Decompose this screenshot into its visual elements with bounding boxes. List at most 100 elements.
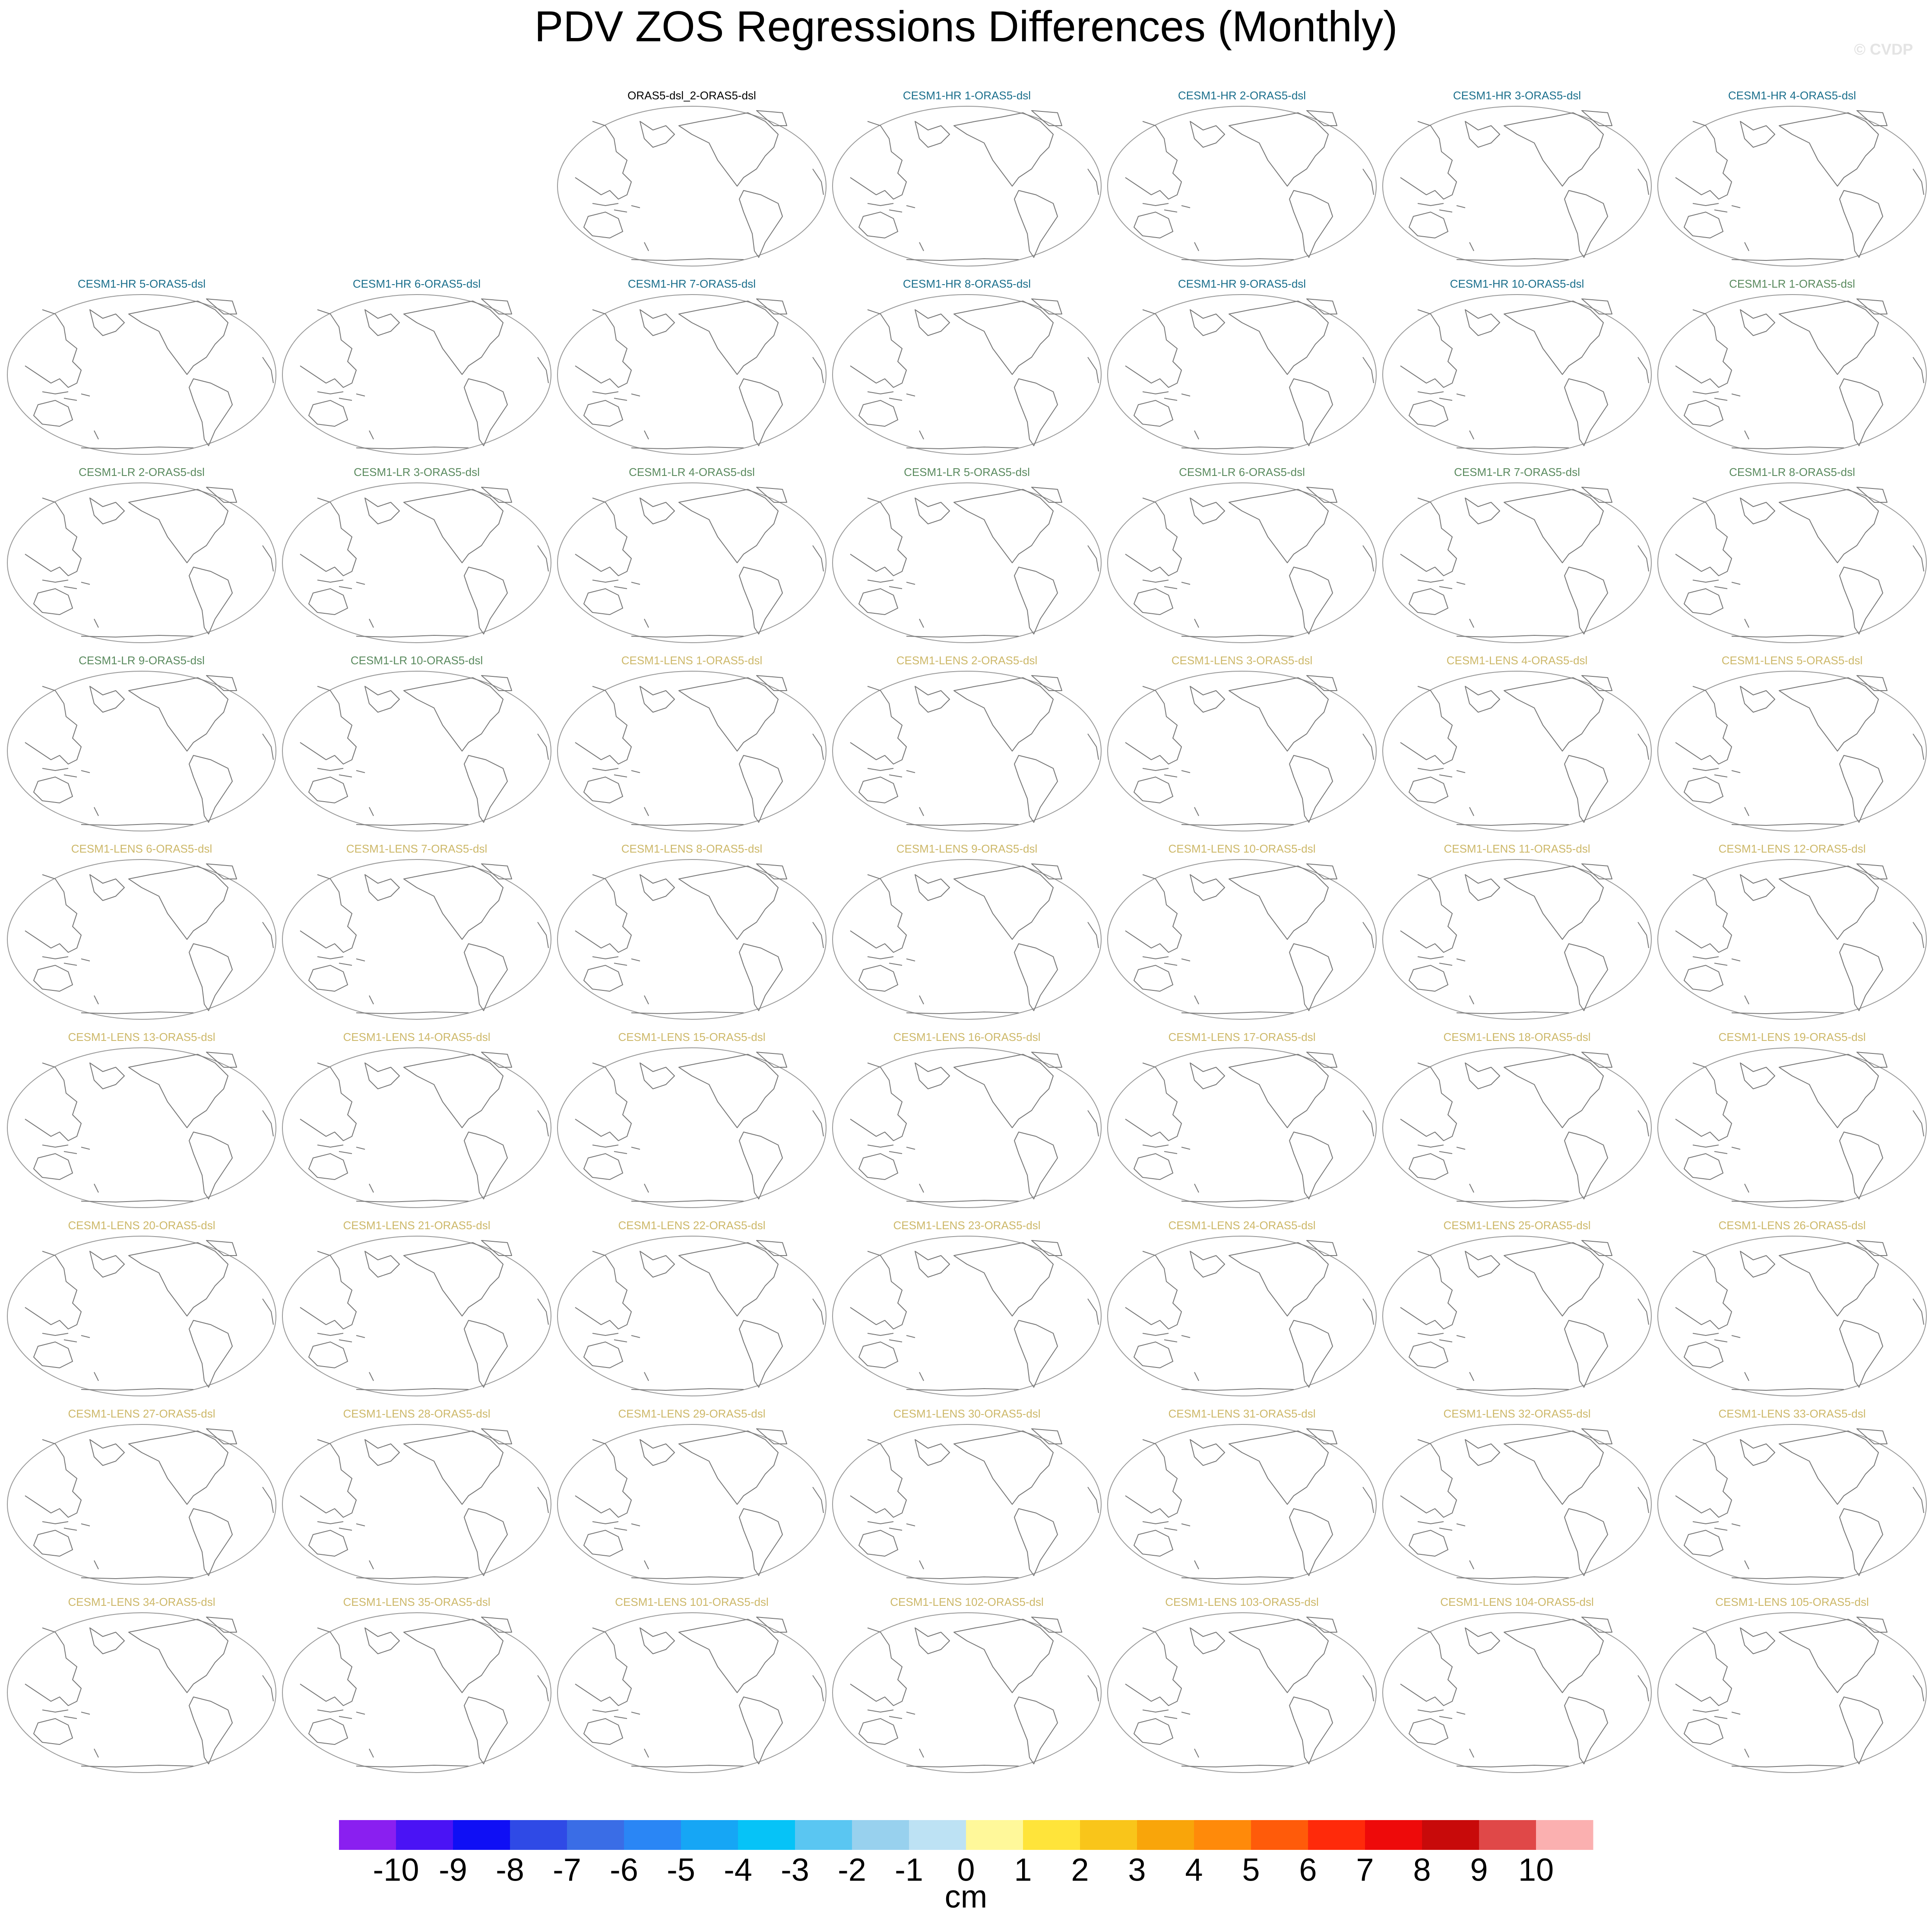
map: [1107, 1236, 1377, 1396]
map-panel: CESM1-HR 3-ORAS5-dsl: [1382, 89, 1652, 266]
map: [832, 1047, 1102, 1208]
map-panel: CESM1-LENS 17-ORAS5-dsl: [1107, 1031, 1377, 1208]
colorbar-tick-label: -10: [373, 1852, 419, 1888]
colorbar-tick-label: -1: [895, 1852, 923, 1888]
colorbar-tick-label: -8: [496, 1852, 524, 1888]
map: [1382, 1612, 1652, 1773]
panel-title: CESM1-LENS 5-ORAS5-dsl: [1722, 654, 1863, 667]
map-panel: CESM1-LR 5-ORAS5-dsl: [832, 466, 1102, 643]
panel-title: CESM1-LENS 12-ORAS5-dsl: [1719, 842, 1866, 855]
panel-title: CESM1-LR 1-ORAS5-dsl: [1729, 277, 1855, 290]
panel-title: CESM1-LENS 27-ORAS5-dsl: [68, 1407, 215, 1420]
map-panel: CESM1-LENS 16-ORAS5-dsl: [832, 1031, 1102, 1208]
map-panel: CESM1-HR 9-ORAS5-dsl: [1107, 277, 1377, 455]
map-panel: CESM1-LENS 32-ORAS5-dsl: [1382, 1407, 1652, 1585]
map-panel: CESM1-LENS 105-ORAS5-dsl: [1657, 1595, 1927, 1773]
panel-title: CESM1-LR 4-ORAS5-dsl: [629, 466, 755, 479]
colorbar-unit: cm: [945, 1879, 988, 1915]
map: [557, 106, 827, 266]
map: [7, 294, 276, 455]
panel-title: CESM1-LENS 102-ORAS5-dsl: [890, 1595, 1043, 1608]
map: [1107, 1047, 1377, 1208]
panel-title: CESM1-LENS 14-ORAS5-dsl: [343, 1031, 491, 1043]
map: [1657, 1236, 1927, 1396]
map: [832, 1424, 1102, 1585]
colorbar-tick-label: 7: [1356, 1852, 1374, 1888]
panel-title: CESM1-LENS 29-ORAS5-dsl: [618, 1407, 766, 1420]
colorbar-tick-label: -4: [724, 1852, 752, 1888]
panel-title: CESM1-LENS 2-ORAS5-dsl: [896, 654, 1038, 667]
map-panel: CESM1-LENS 33-ORAS5-dsl: [1657, 1407, 1927, 1585]
map-panel: CESM1-LENS 11-ORAS5-dsl: [1382, 842, 1652, 1020]
panel-title: CESM1-LENS 4-ORAS5-dsl: [1447, 654, 1588, 667]
map-panel: CESM1-LENS 31-ORAS5-dsl: [1107, 1407, 1377, 1585]
panel-title: CESM1-LENS 7-ORAS5-dsl: [346, 842, 488, 855]
colorbar-tick-label: -9: [439, 1852, 467, 1888]
map-panel: CESM1-LENS 30-ORAS5-dsl: [832, 1407, 1102, 1585]
map: [282, 671, 551, 831]
map: [832, 482, 1102, 643]
panel-title: CESM1-LR 3-ORAS5-dsl: [354, 466, 480, 479]
panel-title: ORAS5-dsl_2-ORAS5-dsl: [627, 89, 756, 102]
colorbar-tick-label: -3: [781, 1852, 809, 1888]
colorbar-box: [510, 1820, 567, 1850]
colorbar-tick-label: 4: [1185, 1852, 1203, 1888]
map-panel: CESM1-LENS 5-ORAS5-dsl: [1657, 654, 1927, 831]
panel-title: CESM1-LENS 10-ORAS5-dsl: [1169, 842, 1316, 855]
map: [557, 671, 827, 831]
map: [1382, 1424, 1652, 1585]
colorbar-box: [1251, 1820, 1308, 1850]
map: [1657, 106, 1927, 266]
panel-title: CESM1-LENS 11-ORAS5-dsl: [1444, 842, 1590, 855]
map: [1107, 294, 1377, 455]
colorbar-box: [453, 1820, 510, 1850]
map: [7, 1236, 276, 1396]
map: [1107, 482, 1377, 643]
panel-title: CESM1-HR 1-ORAS5-dsl: [903, 89, 1031, 102]
panel-title: CESM1-LENS 103-ORAS5-dsl: [1165, 1595, 1318, 1608]
map-panel: CESM1-HR 2-ORAS5-dsl: [1107, 89, 1377, 266]
colorbar-tick-label: 0: [957, 1852, 975, 1888]
map: [7, 1424, 276, 1585]
map: [832, 859, 1102, 1020]
map-panel: CESM1-LR 2-ORAS5-dsl: [7, 466, 276, 643]
colorbar-box: [738, 1820, 795, 1850]
map: [1657, 294, 1927, 455]
map: [1382, 671, 1652, 831]
map: [282, 1236, 551, 1396]
panel-title: CESM1-LENS 31-ORAS5-dsl: [1169, 1407, 1316, 1420]
colorbar-tick-label: -2: [838, 1852, 866, 1888]
colorbar-tick-label: 1: [1014, 1852, 1032, 1888]
map: [1107, 859, 1377, 1020]
panel-title: CESM1-LENS 23-ORAS5-dsl: [893, 1219, 1041, 1232]
panels: ORAS5-dsl_2-ORAS5-dsl CESM1-HR 1-ORAS5-ds…: [7, 89, 1927, 1773]
panel-title: CESM1-LENS 8-ORAS5-dsl: [621, 842, 763, 855]
map-panel: CESM1-LENS 35-ORAS5-dsl: [282, 1595, 551, 1773]
panel-title: CESM1-HR 9-ORAS5-dsl: [1178, 277, 1306, 290]
map: [832, 1236, 1102, 1396]
colorbar-tick-label: 2: [1071, 1852, 1089, 1888]
map-panel: CESM1-LENS 7-ORAS5-dsl: [282, 842, 551, 1020]
map: [557, 294, 827, 455]
colorbar-tick-label: 3: [1128, 1852, 1146, 1888]
colorbar-tick-label: -6: [610, 1852, 638, 1888]
chart-title: PDV ZOS Regressions Differences (Monthly…: [535, 2, 1398, 51]
map-panel: CESM1-LR 6-ORAS5-dsl: [1107, 466, 1377, 643]
panel-title: CESM1-LENS 26-ORAS5-dsl: [1719, 1219, 1866, 1232]
colorbar-box: [795, 1820, 852, 1850]
map-panel: CESM1-LENS 20-ORAS5-dsl: [7, 1219, 276, 1396]
map: [557, 1236, 827, 1396]
map: [832, 106, 1102, 266]
map-panel: CESM1-LR 1-ORAS5-dsl: [1657, 277, 1927, 455]
map: [1107, 671, 1377, 831]
panel-title: CESM1-LENS 13-ORAS5-dsl: [68, 1031, 215, 1043]
panel-title: CESM1-LENS 101-ORAS5-dsl: [615, 1595, 768, 1608]
map-panel: CESM1-LENS 104-ORAS5-dsl: [1382, 1595, 1652, 1773]
map: [832, 1612, 1102, 1773]
colorbar-box: [966, 1820, 1023, 1850]
map-panel: CESM1-LENS 29-ORAS5-dsl: [557, 1407, 827, 1585]
map-panel: CESM1-LENS 25-ORAS5-dsl: [1382, 1219, 1652, 1396]
panel-title: CESM1-HR 2-ORAS5-dsl: [1178, 89, 1306, 102]
map-panel: CESM1-HR 7-ORAS5-dsl: [557, 277, 827, 455]
